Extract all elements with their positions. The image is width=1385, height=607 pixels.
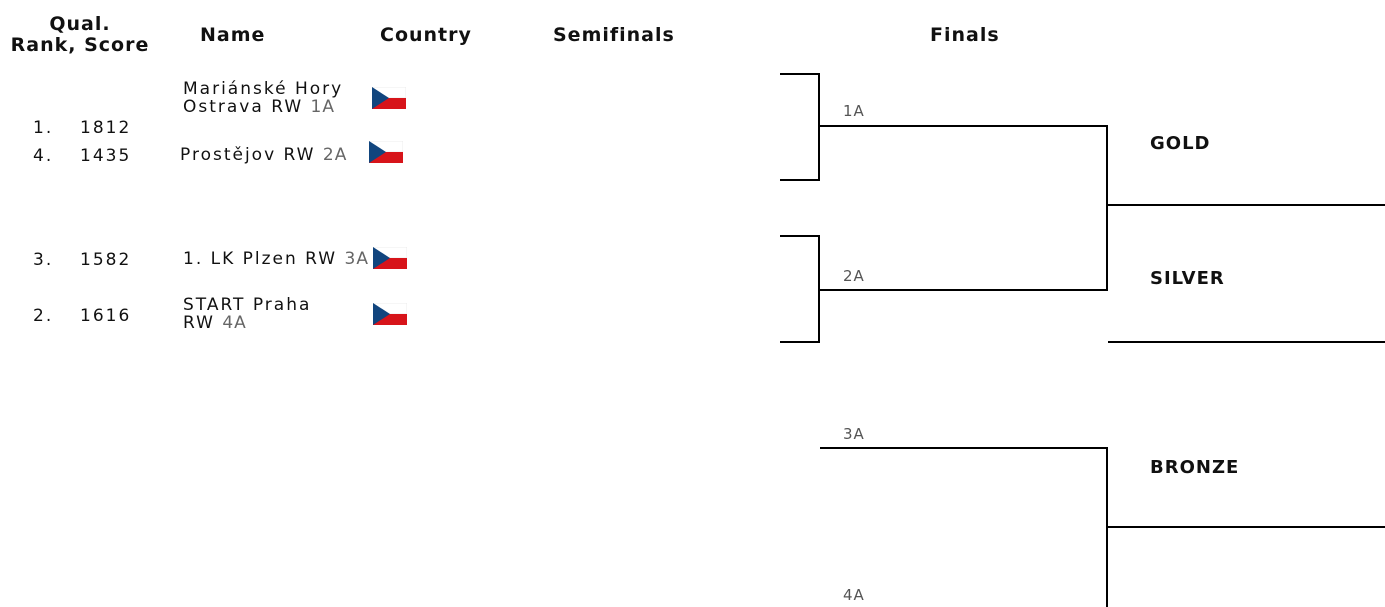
header-qual-rank-score: Qual. Rank, Score	[0, 14, 160, 56]
team-rank: 4.	[33, 146, 53, 166]
czech-flag-icon	[372, 87, 406, 109]
team-seed: 3A	[345, 249, 369, 269]
team-rank: 1.	[33, 118, 53, 138]
header-qual-line2: Rank, Score	[0, 35, 160, 56]
bracket-slot-label: 2A	[843, 267, 865, 285]
team-score: 1435	[80, 146, 131, 166]
medal-silver-label: SILVER	[1150, 268, 1225, 289]
czech-flag-icon	[369, 141, 403, 163]
header-name: Name	[200, 24, 265, 46]
team-seed: 1A	[311, 97, 335, 117]
bracket-line	[818, 73, 820, 181]
bracket-line	[1108, 204, 1385, 206]
team-name-line1: Prostějov RW	[180, 145, 315, 165]
team-seed: 4A	[222, 313, 246, 333]
team-rank: 3.	[33, 250, 53, 270]
team-name-line2: RW	[183, 313, 215, 333]
bracket-line	[780, 179, 820, 181]
bracket-line	[820, 447, 1108, 449]
team-rank: 2.	[33, 306, 53, 326]
team-score: 1582	[80, 250, 131, 270]
bracket-line	[780, 73, 820, 75]
team-name-line1: START Praha	[183, 296, 311, 314]
czech-flag-icon	[373, 247, 407, 269]
bracket-slot-label: 3A	[843, 425, 865, 443]
team-name-line2: Ostrava RW	[183, 97, 303, 117]
bracket-line	[820, 289, 1108, 291]
header-qual-line1: Qual.	[0, 14, 160, 35]
team-name: START Praha RW 4A	[183, 296, 311, 332]
team-name: Prostějov RW 2A	[180, 146, 347, 164]
bracket-line	[780, 235, 820, 237]
bracket-line	[1108, 341, 1385, 343]
team-seed: 2A	[323, 145, 347, 165]
team-score: 1812	[80, 118, 131, 138]
medal-gold-label: GOLD	[1150, 133, 1211, 154]
team-name: Mariánské Hory Ostrava RW 1A	[183, 80, 343, 116]
team-score: 1616	[80, 306, 131, 326]
bracket-slot-label: 4A	[843, 586, 865, 604]
bracket-line	[1106, 125, 1108, 291]
header-country: Country	[380, 24, 472, 46]
bracket-line	[820, 125, 1108, 127]
header-semifinals: Semifinals	[553, 24, 675, 46]
team-name-line1: Mariánské Hory	[183, 80, 343, 98]
bracket-line	[780, 341, 820, 343]
bracket-slot-label: 1A	[843, 102, 865, 120]
bracket-line	[1108, 526, 1385, 528]
team-name: 1. LK Plzen RW 3A	[183, 250, 369, 268]
header-finals: Finals	[930, 24, 1000, 46]
czech-flag-icon	[373, 303, 407, 325]
medal-bronze-label: BRONZE	[1150, 457, 1239, 478]
team-name-line1: 1. LK Plzen RW	[183, 249, 337, 269]
